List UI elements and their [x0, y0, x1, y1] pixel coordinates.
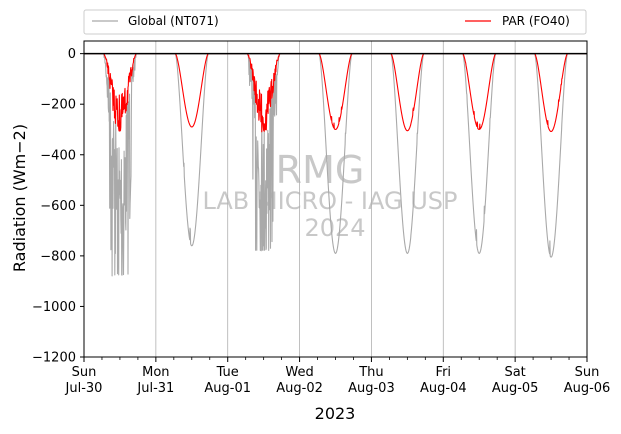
legend: Global (NT071) PAR (FO40) — [83, 9, 587, 35]
y-tick-label-2: −400 — [40, 148, 76, 163]
legend-box — [83, 9, 587, 35]
x-tick-day-1: Mon — [142, 365, 169, 380]
x-tick-date-2: Aug-01 — [204, 381, 251, 396]
legend-global-label: Global (NT071) — [128, 14, 219, 28]
x-tick-date-7: Aug-06 — [564, 381, 611, 396]
x-tick-date-0: Jul-30 — [65, 381, 103, 396]
watermark-line-3: 2024 — [304, 214, 365, 242]
legend-par-label: PAR (FO40) — [502, 14, 570, 28]
y-axis-label: Radiation (Wm−2) — [10, 124, 29, 272]
y-tick-label-6: −1200 — [32, 351, 76, 366]
series-line-par — [83, 53, 588, 133]
y-tick-label-3: −600 — [40, 199, 76, 214]
y-tick-label-1: −200 — [40, 98, 76, 113]
x-tick-date-5: Aug-04 — [420, 381, 467, 396]
x-axis-label: 2023 — [315, 404, 356, 423]
y-tick-label-5: −1000 — [32, 300, 76, 315]
y-tick-label-0: 0 — [68, 47, 76, 62]
x-tick-day-7: Sun — [575, 365, 600, 380]
grid — [155, 41, 516, 357]
watermark: RMG LAB MICRO - IAG USP 2024 — [202, 148, 457, 242]
x-tick-day-2: Tue — [216, 365, 239, 380]
x-tick-date-6: Aug-05 — [492, 381, 539, 396]
axes: 0−200−400−600−800−1000−1200SunJul-30MonJ… — [32, 40, 611, 396]
x-tick-date-3: Aug-02 — [276, 381, 323, 396]
x-tick-day-6: Sat — [504, 365, 525, 380]
y-tick-label-4: −800 — [40, 249, 76, 264]
x-tick-day-3: Wed — [285, 365, 313, 380]
x-tick-day-4: Thu — [358, 365, 383, 380]
watermark-line-1: RMG — [276, 148, 365, 192]
x-tick-day-0: Sun — [72, 365, 97, 380]
x-tick-date-4: Aug-03 — [348, 381, 395, 396]
x-tick-date-1: Jul-31 — [136, 381, 174, 396]
x-tick-day-5: Fri — [436, 365, 452, 380]
